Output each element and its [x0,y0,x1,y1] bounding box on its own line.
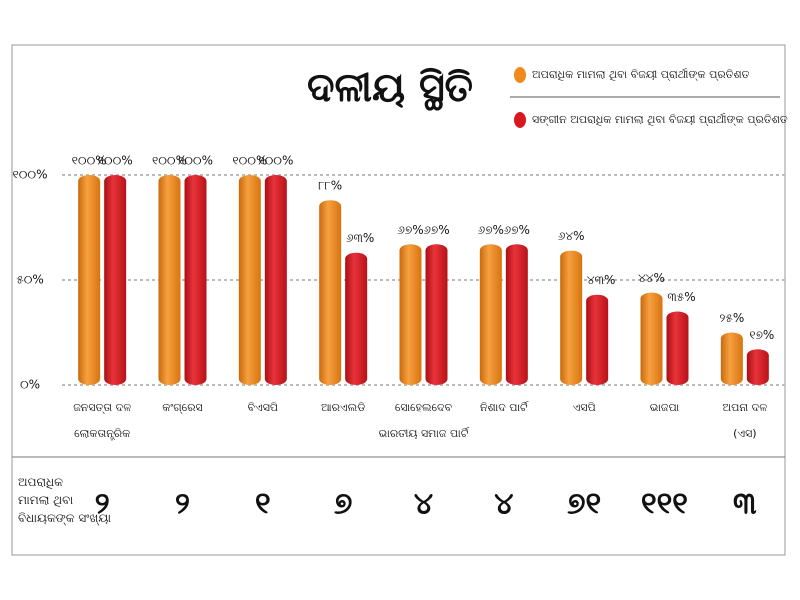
bar [264,175,287,385]
count-value: ୧ [255,487,271,522]
value-label: ୬୭% [478,223,504,237]
x-tick-label: ନିଶାଦ ପାର୍ଟି [480,401,529,414]
value-label: ୬୭% [397,223,423,237]
legend-swatch [514,112,526,128]
value-label: ୧୦୦% [152,154,187,168]
count-value: ୨ [95,487,110,522]
bar [746,349,769,385]
value-label: ୧୦୦% [98,154,133,168]
value-label: ୬୭% [423,223,449,237]
value-label: ୧୦୦% [178,154,213,168]
chart-title: ଦଳୀୟ ସ୍ଥିତି [307,65,473,111]
value-label: ୬୪% [558,229,585,243]
y-tick-label: ୫୦% [16,273,44,287]
bar [319,200,342,385]
bar [184,175,207,385]
x-tick-label: ଆରଏଲଡି [321,401,365,414]
bar [560,250,583,385]
count-value: ୩ [733,487,757,522]
bar [238,175,261,385]
value-label: ୩୫% [667,290,695,304]
bar [505,244,528,385]
bar [425,244,448,385]
legend-label: ସଙ୍ଗୀନ ଅପରାଧିକ ମାମଲା ଥିବା ବିଜୟୀ ପ୍ରାର୍ଥୀ… [532,113,788,126]
bar [640,292,663,385]
value-label: ୧୦୦% [232,154,267,168]
x-tick-label: କଂଗ୍ରେସ [162,401,202,414]
value-label: ୧୦୦% [258,154,293,168]
bar [78,175,101,385]
bar [399,244,422,385]
y-tick-label: ୧୦୦% [12,168,47,182]
x-tick-label: ଭାଜପା [650,401,680,414]
y-tick-label: ୦% [20,378,40,392]
frame [11,44,786,556]
value-label: ୪୪% [638,271,665,285]
bar [666,311,689,385]
bar [104,175,127,385]
value-label: ୧୭% [749,328,774,342]
count-row-label: ଅପରାଧିକ ମାମଲା ଥିବା ବିଧାୟକଙ୍କ ସଂଖ୍ୟା [18,475,111,525]
count-value: ୧୧୧ [641,487,688,522]
value-label: ୬୩% [346,231,374,245]
count-value: ୪ [494,487,513,522]
bar [158,175,181,385]
x-tick-label: ଜନସତ୍ତା ଦଳ ଲୋକତାନ୍ତ୍ରିକ [73,401,131,440]
legend-label: ଅପରାଧିକ ମାମଲା ଥିବା ବିଜୟୀ ପ୍ରାର୍ଥୀଙ୍କ ପ୍ର… [532,68,750,81]
bar [586,294,609,385]
value-label: ୪୩% [587,273,616,287]
x-tick-label: ଏସପି [573,401,596,414]
count-value: ୭୧ [567,487,601,522]
value-label: ୨୫% [719,311,744,325]
bar [479,244,502,385]
count-value: ୪ [414,487,433,522]
value-label: ୬୭% [504,223,530,237]
x-tick-label: ସୋହେଲଦେବ ଭାରତୀୟ ସମାଜ ପାର୍ଟି [379,401,470,440]
legend-swatch [514,67,526,83]
x-tick-label: ଅପନା ଦଳ (ଏସ) [722,401,767,440]
value-label: ୧୦୦% [72,154,107,168]
value-label: ୮୮% [318,179,342,193]
bar [345,252,368,385]
bar [720,332,743,385]
x-tick-label: ବିଏସପି [248,401,279,414]
count-value: ୭ [334,487,352,522]
count-value: ୨ [175,487,190,522]
